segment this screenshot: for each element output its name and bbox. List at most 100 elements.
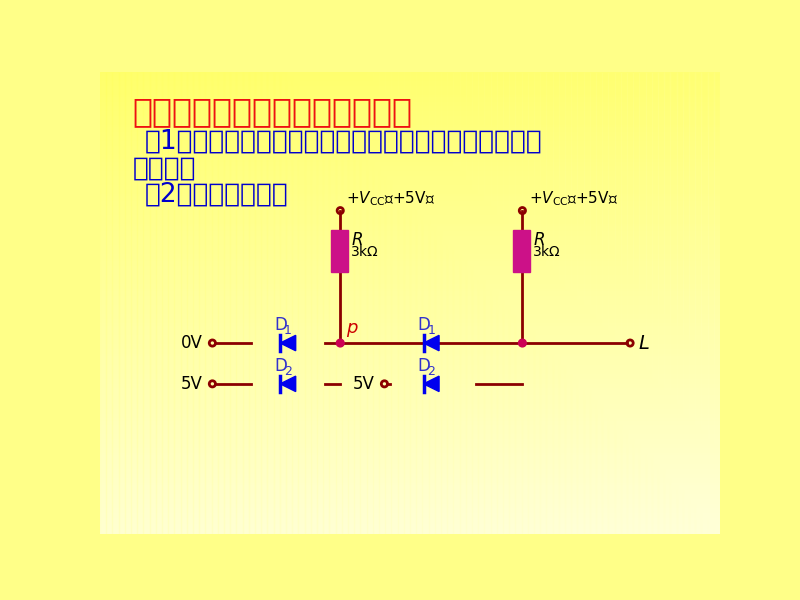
Bar xyxy=(658,72,664,534)
Text: $p$: $p$ xyxy=(346,321,358,339)
Bar xyxy=(558,72,565,534)
Bar xyxy=(100,509,720,511)
Bar xyxy=(100,111,720,113)
Bar xyxy=(100,213,720,215)
Bar xyxy=(100,139,720,141)
Bar xyxy=(100,464,720,467)
Bar xyxy=(100,294,720,296)
Bar xyxy=(274,72,280,534)
Bar xyxy=(100,157,720,160)
Text: $R$: $R$ xyxy=(351,232,363,250)
Bar xyxy=(317,72,323,534)
Bar xyxy=(100,86,720,88)
Bar xyxy=(100,268,720,271)
Bar xyxy=(454,72,459,534)
Bar xyxy=(100,338,720,340)
Bar xyxy=(677,72,683,534)
Bar xyxy=(565,72,571,534)
Bar xyxy=(100,208,720,211)
Bar xyxy=(100,241,720,243)
Bar xyxy=(100,169,720,172)
Bar xyxy=(100,529,720,532)
Bar xyxy=(125,72,131,534)
Bar xyxy=(100,370,720,372)
Bar xyxy=(590,72,596,534)
Bar xyxy=(100,296,720,298)
Bar xyxy=(100,472,720,474)
Bar xyxy=(534,72,540,534)
Bar xyxy=(100,134,720,137)
Bar xyxy=(100,525,720,527)
Bar xyxy=(100,308,720,310)
Bar xyxy=(100,467,720,469)
Text: 3k$\Omega$: 3k$\Omega$ xyxy=(350,244,378,259)
Text: （1）在多个门串接使用时，会出现低电平偏离标准数值: （1）在多个门串接使用时，会出现低电平偏离标准数值 xyxy=(145,128,542,154)
Bar xyxy=(100,365,720,368)
Bar xyxy=(100,137,720,139)
Bar xyxy=(187,72,193,534)
Bar xyxy=(193,72,199,534)
Bar xyxy=(100,100,720,102)
Bar xyxy=(323,72,330,534)
Bar xyxy=(348,72,354,534)
Bar xyxy=(546,72,553,534)
Text: $R$: $R$ xyxy=(534,232,546,250)
Bar xyxy=(100,423,720,425)
Bar xyxy=(100,449,720,451)
Bar xyxy=(422,72,429,534)
Bar xyxy=(100,523,720,525)
Bar xyxy=(100,83,720,86)
Bar xyxy=(664,72,670,534)
Bar xyxy=(100,414,720,416)
Bar xyxy=(435,72,441,534)
Bar xyxy=(100,243,720,245)
Bar xyxy=(100,416,720,419)
Bar xyxy=(702,72,708,534)
Bar xyxy=(100,317,720,319)
Bar xyxy=(100,192,720,194)
Bar xyxy=(100,125,720,127)
Bar xyxy=(100,97,720,100)
Bar xyxy=(100,104,720,107)
Bar xyxy=(404,72,410,534)
Bar xyxy=(100,458,720,460)
Bar xyxy=(100,497,720,499)
Bar xyxy=(386,72,391,534)
Bar xyxy=(106,72,112,534)
Text: 1: 1 xyxy=(284,324,292,337)
Polygon shape xyxy=(280,335,296,351)
Bar xyxy=(100,377,720,379)
Bar xyxy=(100,347,720,349)
Bar xyxy=(100,434,720,437)
Bar xyxy=(100,88,720,91)
Text: （2）负载能力差。: （2）负载能力差。 xyxy=(145,181,289,208)
Bar xyxy=(342,72,348,534)
Bar xyxy=(100,151,720,153)
Bar xyxy=(100,328,720,331)
Text: 1: 1 xyxy=(427,324,435,337)
Bar xyxy=(100,326,720,328)
Bar xyxy=(100,118,720,121)
Bar xyxy=(100,271,720,273)
Bar xyxy=(224,72,230,534)
Bar xyxy=(100,167,720,169)
Bar xyxy=(100,368,720,370)
Bar xyxy=(100,172,720,173)
Bar xyxy=(100,511,720,513)
Text: D: D xyxy=(274,356,287,374)
Bar xyxy=(466,72,472,534)
Bar xyxy=(100,488,720,490)
Bar xyxy=(100,437,720,439)
Bar xyxy=(100,245,720,248)
Bar xyxy=(100,384,720,386)
Bar xyxy=(100,74,720,77)
Bar xyxy=(100,116,720,118)
Bar xyxy=(602,72,609,534)
Bar xyxy=(100,72,106,534)
Bar xyxy=(100,490,720,493)
Bar xyxy=(100,453,720,455)
Bar xyxy=(262,72,267,534)
Bar xyxy=(100,259,720,262)
Bar xyxy=(100,264,720,266)
Bar xyxy=(410,72,416,534)
